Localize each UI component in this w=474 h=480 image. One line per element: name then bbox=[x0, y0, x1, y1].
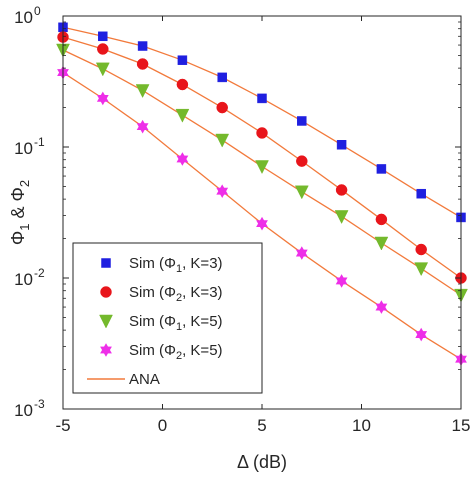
data-point bbox=[256, 216, 268, 231]
data-point bbox=[217, 72, 227, 83]
sim-markers bbox=[56, 22, 468, 366]
data-point bbox=[95, 62, 110, 77]
x-tick-label: -5 bbox=[55, 416, 70, 435]
legend-label-post: , K=3) bbox=[182, 284, 222, 301]
legend-entry-4: Sim (Φ2, K=5) bbox=[100, 342, 223, 362]
hexagram-triangle-down bbox=[216, 187, 229, 198]
y-title-sub-1: 1 bbox=[17, 224, 32, 231]
data-point bbox=[375, 213, 388, 226]
x-tick-label: 0 bbox=[158, 416, 167, 435]
hexagram-triangle-down bbox=[96, 94, 109, 106]
data-point bbox=[335, 274, 348, 288]
legend-label-sub: 2 bbox=[176, 292, 182, 304]
data-point bbox=[137, 41, 148, 51]
data-point bbox=[215, 133, 230, 148]
legend-label: ANA bbox=[129, 371, 160, 388]
x-axis-title: Δ (dB) bbox=[237, 452, 287, 472]
hexagram-triangle-down bbox=[100, 346, 112, 357]
y-title-phi-2: Φ bbox=[8, 187, 28, 201]
hexagram-triangle-down bbox=[415, 331, 428, 342]
data-point bbox=[296, 155, 308, 167]
data-point bbox=[257, 93, 267, 104]
y-tick-label: 10 bbox=[14, 8, 33, 27]
data-point bbox=[176, 78, 189, 91]
series-2 bbox=[57, 31, 467, 284]
x-tick-label: 5 bbox=[257, 416, 266, 435]
data-point bbox=[175, 108, 190, 123]
y-tick-label: 10 bbox=[14, 270, 33, 289]
data-point bbox=[176, 152, 189, 166]
series-3 bbox=[56, 43, 468, 303]
hexagram-triangle-down bbox=[256, 220, 268, 231]
data-point bbox=[97, 43, 109, 55]
legend-label-pre: Sim (Φ bbox=[129, 255, 176, 272]
legend-marker bbox=[100, 343, 112, 357]
legend-label: Sim (Φ1, K=5) bbox=[129, 313, 223, 333]
legend-label-pre: Sim (Φ bbox=[129, 284, 176, 301]
data-point bbox=[136, 58, 149, 70]
data-point bbox=[135, 84, 150, 99]
data-point bbox=[216, 184, 229, 198]
y-tick-exponent: -2 bbox=[34, 266, 45, 280]
data-point bbox=[376, 164, 387, 174]
legend-label-sub: 2 bbox=[176, 350, 182, 362]
data-point bbox=[374, 236, 389, 251]
legend-label-post: , K=5) bbox=[182, 342, 222, 359]
hexagram-triangle-down bbox=[335, 277, 348, 288]
data-point bbox=[297, 116, 307, 126]
y-tick-exponent: -1 bbox=[34, 135, 45, 149]
hexagram-triangle-down bbox=[176, 155, 189, 166]
legend-entry-3: Sim (Φ1, K=5) bbox=[99, 313, 223, 333]
legend-entry-ana: ANA bbox=[87, 371, 160, 388]
legend-marker bbox=[99, 314, 113, 329]
y-tick-exponent: 0 bbox=[34, 4, 41, 18]
x-tick-label: 15 bbox=[452, 416, 471, 435]
legend-label-pre: Sim (Φ bbox=[129, 342, 176, 359]
data-point bbox=[255, 160, 269, 175]
y-title-phi-1: Φ bbox=[8, 231, 28, 245]
x-tick-label: 10 bbox=[352, 416, 371, 435]
data-point bbox=[136, 119, 149, 134]
legend-label-post: , K=3) bbox=[182, 255, 222, 272]
y-title-sub-2: 2 bbox=[17, 180, 32, 187]
data-point bbox=[415, 243, 427, 256]
legend-marker bbox=[101, 258, 111, 268]
data-point bbox=[98, 31, 108, 42]
legend-label: Sim (Φ1, K=3) bbox=[129, 255, 223, 275]
legend-entry-2: Sim (Φ2, K=3) bbox=[100, 284, 223, 304]
data-point bbox=[415, 327, 428, 342]
data-point bbox=[96, 91, 109, 106]
data-point bbox=[416, 188, 426, 199]
legend-label-sub: 1 bbox=[176, 263, 182, 275]
data-point bbox=[414, 262, 429, 277]
data-point bbox=[177, 55, 188, 65]
legend-label: Sim (Φ2, K=3) bbox=[129, 284, 223, 304]
legend-label-pre: Sim (Φ bbox=[129, 313, 176, 330]
data-point bbox=[334, 210, 349, 225]
legend: Sim (Φ1, K=3)Sim (Φ2, K=3)Sim (Φ1, K=5)S… bbox=[72, 242, 263, 394]
data-point bbox=[216, 101, 228, 114]
legend-label: Sim (Φ2, K=5) bbox=[129, 342, 223, 362]
data-point bbox=[294, 185, 309, 200]
data-point bbox=[256, 127, 268, 139]
legend-label-sub: 1 bbox=[176, 321, 182, 333]
data-point bbox=[336, 140, 347, 150]
data-point bbox=[335, 184, 348, 196]
y-axis-title: Φ1 & Φ2 bbox=[8, 180, 32, 245]
hexagram-triangle-down bbox=[375, 303, 388, 314]
y-tick-exponent: -3 bbox=[34, 397, 45, 411]
legend-entry-1: Sim (Φ1, K=3) bbox=[101, 255, 223, 275]
legend-marker bbox=[100, 286, 112, 298]
data-point bbox=[295, 246, 308, 260]
y-tick-label: 10 bbox=[14, 139, 33, 158]
y-tick-label: 10 bbox=[14, 401, 33, 420]
data-point bbox=[375, 300, 388, 314]
legend-label-post: , K=5) bbox=[182, 313, 222, 330]
hexagram-triangle-down bbox=[295, 249, 308, 260]
y-title-amp: & bbox=[8, 201, 28, 223]
hexagram-triangle-down bbox=[136, 123, 149, 134]
